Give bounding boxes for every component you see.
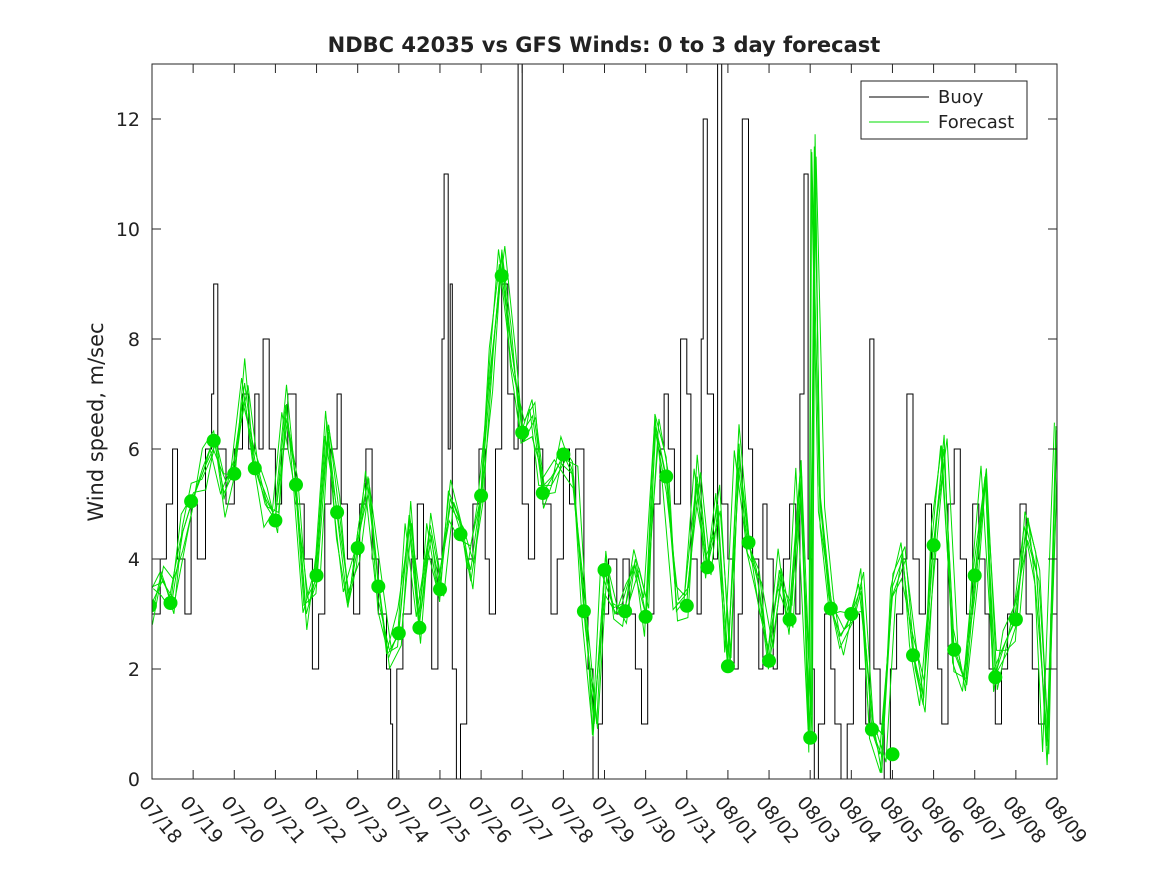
forecast-marker-16 <box>474 488 489 503</box>
forecast-marker-38 <box>926 538 941 553</box>
forecast-marker-39 <box>947 642 962 657</box>
y-tick-label-1: 2 <box>128 659 140 681</box>
forecast-marker-6 <box>268 513 283 528</box>
forecast-marker-4 <box>227 466 242 481</box>
forecast-marker-24 <box>638 609 653 624</box>
forecast-marker-14 <box>433 582 447 597</box>
legend-forecast-label: Forecast <box>938 112 1014 133</box>
y-tick-label-3: 6 <box>128 439 140 461</box>
forecast-marker-15 <box>453 527 468 542</box>
forecast-marker-13 <box>412 620 427 635</box>
forecast-marker-5 <box>247 461 262 476</box>
series-buoy-line <box>152 64 1057 779</box>
forecast-marker-3 <box>206 433 221 448</box>
forecast-marker-28 <box>720 659 735 674</box>
forecast-marker-34 <box>844 607 859 621</box>
legend-buoy-label: Buoy <box>938 87 984 108</box>
y-tick-label-6: 12 <box>116 109 140 131</box>
forecast-marker-41 <box>988 670 1003 685</box>
forecast-marker-22 <box>597 563 612 577</box>
forecast-marker-12 <box>391 626 406 641</box>
forecast-marker-36 <box>885 747 900 762</box>
forecast-marker-19 <box>535 486 550 500</box>
forecast-marker-26 <box>679 598 694 613</box>
forecast-marker-31 <box>782 612 797 627</box>
forecast-marker-25 <box>659 469 674 484</box>
legend-box <box>860 80 1028 140</box>
series-forecast-line-5 <box>152 134 1057 766</box>
forecast-marker-0 <box>152 599 157 613</box>
forecast-marker-8 <box>309 568 324 583</box>
forecast-marker-10 <box>350 541 365 555</box>
forecast-marker-42 <box>1008 612 1023 627</box>
legend: Buoy Forecast <box>860 80 1028 140</box>
forecast-marker-23 <box>618 604 633 619</box>
y-axis-label: Wind speed, m/sec <box>84 322 108 521</box>
series-layer <box>152 64 1057 779</box>
y-tick-label-0: 0 <box>128 769 140 791</box>
forecast-marker-27 <box>700 560 715 575</box>
forecast-marker-17 <box>494 268 509 283</box>
forecast-marker-35 <box>864 722 879 737</box>
forecast-marker-40 <box>967 568 982 583</box>
forecast-marker-11 <box>371 579 386 594</box>
forecast-marker-18 <box>515 425 530 440</box>
series-forecast-line-4 <box>153 149 1057 755</box>
forecast-marker-2 <box>184 494 199 509</box>
forecast-marker-9 <box>330 505 345 520</box>
forecast-marker-21 <box>576 604 591 619</box>
forecast-marker-1 <box>163 596 178 610</box>
forecast-marker-7 <box>289 477 303 492</box>
y-tick-label-5: 10 <box>116 219 140 241</box>
y-tick-label-4: 8 <box>128 329 140 351</box>
forecast-marker-20 <box>556 447 571 462</box>
forecast-marker-37 <box>906 648 920 663</box>
y-tick-label-2: 4 <box>128 549 140 571</box>
forecast-marker-33 <box>823 601 838 616</box>
forecast-marker-32 <box>803 730 818 745</box>
forecast-marker-29 <box>741 535 756 550</box>
forecast-marker-30 <box>762 653 776 668</box>
chart-title: NDBC 42035 vs GFS Winds: 0 to 3 day fore… <box>328 33 881 57</box>
